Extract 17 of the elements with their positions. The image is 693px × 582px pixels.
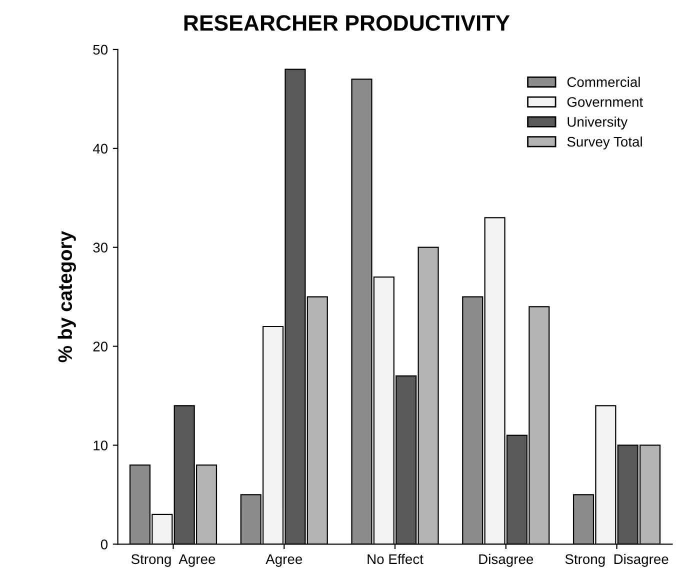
x-tick-label: Strong Agree — [131, 554, 216, 567]
y-axis-title: % by category — [58, 231, 76, 362]
y-tick-label: 50 — [93, 44, 108, 55]
y-tick-label: 30 — [93, 242, 108, 253]
legend-label: Commercial — [567, 76, 640, 88]
y-tick-label: 20 — [93, 342, 108, 352]
y-tick-label: 40 — [92, 144, 108, 154]
x-tick-label: Agree — [266, 554, 302, 567]
legend-label: Government — [567, 97, 643, 107]
y-tick-label: 0 — [100, 540, 108, 550]
chart-title: RESEARCHER PRODUCTIVITY — [184, 15, 510, 31]
x-tick-label: Strong Disagree — [565, 554, 668, 567]
x-tick-label: Disagree — [479, 554, 534, 567]
legend-label: Survey Total — [567, 136, 642, 150]
y-tick-label: 10 — [94, 440, 108, 450]
legend-label: University — [568, 116, 628, 130]
x-tick-label: No Effect — [368, 554, 424, 564]
